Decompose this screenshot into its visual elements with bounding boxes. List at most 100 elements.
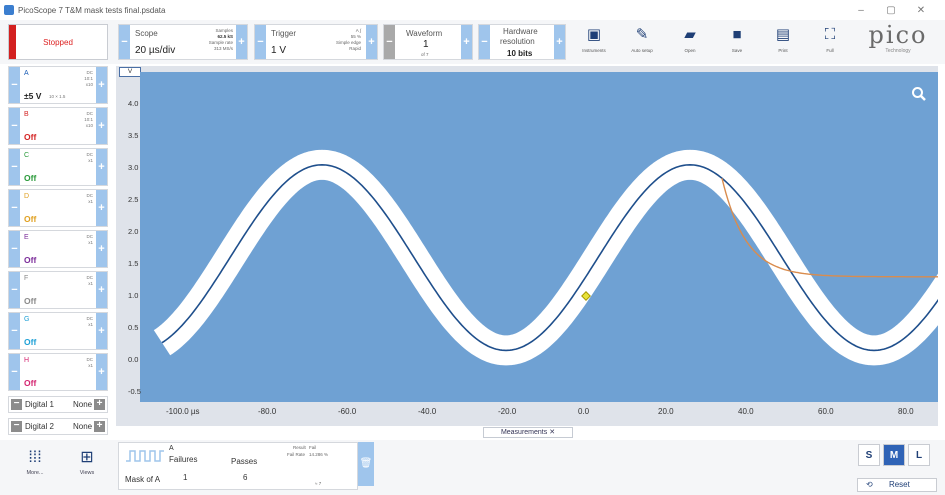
channel-g-decrease-button[interactable]: − xyxy=(9,313,20,349)
channel-h-decrease-button[interactable]: − xyxy=(9,354,20,390)
run-stop-button[interactable]: Stopped xyxy=(8,24,108,60)
channel-a-decrease-button[interactable]: − xyxy=(9,67,20,103)
channel-b-decrease-button[interactable]: − xyxy=(9,108,20,144)
close-button[interactable]: ✕ xyxy=(916,4,926,16)
channel-range[interactable]: ±5 V xyxy=(24,91,42,101)
print-label: Print xyxy=(778,48,788,53)
trigger-type: Simple edge xyxy=(335,40,361,45)
channel-a-increase-button[interactable]: + xyxy=(96,67,107,103)
timebase-value[interactable]: 20 µs/div xyxy=(135,45,176,56)
size-large-button[interactable]: L xyxy=(908,444,930,466)
digital-1-decrease-button[interactable]: − xyxy=(11,399,22,410)
fullscreen-icon: ⛶ xyxy=(824,26,836,43)
digital-2-decrease-button[interactable]: − xyxy=(11,421,22,432)
instruments-button[interactable]: ▣ Instruments xyxy=(574,24,614,60)
passes-label: Passes xyxy=(231,457,258,466)
save-button[interactable]: ■ Save xyxy=(717,24,757,60)
scope-increase-button[interactable]: + xyxy=(236,25,247,59)
instruments-icon: ▣ xyxy=(586,26,602,43)
save-label: Save xyxy=(731,48,743,53)
size-small-button[interactable]: S xyxy=(858,444,880,466)
pico-logo: pico Technology xyxy=(858,22,938,62)
fail-rate-label: Fail Rate xyxy=(287,452,306,457)
reset-button[interactable]: ⟲ Reset xyxy=(857,478,937,492)
channel-h-panel[interactable]: − H DC x1 Off + xyxy=(8,353,108,391)
delete-measurement-button[interactable]: 🗑 xyxy=(358,442,374,486)
trigger-edge-icon: ∫ xyxy=(359,28,361,33)
y-axis-unit[interactable]: V xyxy=(119,67,141,77)
mask-measurement-panel[interactable]: A Failures Passes Mask of A 1 6 Result F… xyxy=(118,442,358,490)
channel-range[interactable]: Off xyxy=(24,214,37,224)
waveform-next-button[interactable]: + xyxy=(461,25,472,59)
channel-g-panel[interactable]: − G DC x1 Off + xyxy=(8,312,108,350)
coupling-line: x10 xyxy=(85,123,93,128)
minimize-button[interactable]: – xyxy=(858,4,864,16)
channel-f-increase-button[interactable]: + xyxy=(96,272,107,308)
trigger-increase-button[interactable]: + xyxy=(366,25,377,59)
reset-icon: ⟲ xyxy=(866,480,873,489)
channel-e-increase-button[interactable]: + xyxy=(96,231,107,267)
restore-button[interactable]: ▢ xyxy=(886,4,896,16)
channel-d-decrease-button[interactable]: − xyxy=(9,190,20,226)
channel-h-increase-button[interactable]: + xyxy=(96,354,107,390)
measurements-tab[interactable]: Measurements ✕ xyxy=(483,427,573,438)
measurements-close-icon[interactable]: ✕ xyxy=(549,429,556,436)
channel-e-panel[interactable]: − E DC x1 Off + xyxy=(8,230,108,268)
channel-d-panel[interactable]: − D DC x1 Off + xyxy=(8,189,108,227)
more-button[interactable]: ⁞⁞⁞ More... xyxy=(12,446,58,490)
x-tick-label: -80.0 xyxy=(258,407,277,416)
trigger-decrease-button[interactable]: − xyxy=(255,25,266,59)
mask-waveform-icon xyxy=(126,450,164,462)
channel-name: G xyxy=(24,316,30,323)
channel-c-decrease-button[interactable]: − xyxy=(9,149,20,185)
samples-value: 62.5 kS xyxy=(217,34,233,39)
channel-a-panel[interactable]: − A DC 10:1 x10 ±5 V 10 × 1.5 + xyxy=(8,66,108,104)
views-button[interactable]: ⊞ Views xyxy=(64,446,110,490)
channel-e-decrease-button[interactable]: − xyxy=(9,231,20,267)
channel-coupling: DC 10:1 x10 xyxy=(84,111,93,129)
coupling-line: DC xyxy=(86,275,94,280)
mask-band xyxy=(149,149,945,366)
channel-f-decrease-button[interactable]: − xyxy=(9,272,20,308)
channel-range[interactable]: Off xyxy=(24,378,37,388)
x-tick-label: -60.0 xyxy=(338,407,357,416)
open-button[interactable]: ▰ Open xyxy=(670,24,710,60)
trigger-level[interactable]: 1 V xyxy=(271,45,287,56)
channel-coupling: DC x1 xyxy=(87,152,94,164)
channel-g-increase-button[interactable]: + xyxy=(96,313,107,349)
scope-label: Scope xyxy=(135,29,158,38)
digital-2-increase-button[interactable]: + xyxy=(94,421,105,432)
scope-decrease-button[interactable]: − xyxy=(119,25,130,59)
channel-b-increase-button[interactable]: + xyxy=(96,108,107,144)
channel-range[interactable]: Off xyxy=(24,337,37,347)
waveform-group: − Waveform 1 of 7 + xyxy=(383,24,473,60)
resolution-decrease-button[interactable]: − xyxy=(479,25,490,59)
size-medium-button[interactable]: M xyxy=(883,444,905,466)
channel-c-increase-button[interactable]: + xyxy=(96,149,107,185)
channel-range[interactable]: Off xyxy=(24,173,37,183)
digital-2-panel[interactable]: − Digital 2 None + xyxy=(8,418,108,435)
channel-c-panel[interactable]: − C DC x1 Off + xyxy=(8,148,108,186)
channel-b-panel[interactable]: − B DC 10:1 x10 Off + xyxy=(8,107,108,145)
digital-1-increase-button[interactable]: + xyxy=(94,399,105,410)
channel-range[interactable]: Off xyxy=(24,132,37,142)
channel-range[interactable]: Off xyxy=(24,296,37,306)
digital-1-panel[interactable]: − Digital 1 None + xyxy=(8,396,108,413)
plot-area[interactable] xyxy=(140,72,945,402)
channel-range[interactable]: Off xyxy=(24,255,37,265)
mask-extra-value: ≈ 7 xyxy=(315,481,322,486)
y-tick-label: 3.5 xyxy=(128,131,139,140)
zoom-icon[interactable] xyxy=(911,86,931,106)
coupling-line: x1 xyxy=(88,240,93,245)
channel-f-panel[interactable]: − F DC x1 Off + xyxy=(8,271,108,309)
full-screen-button[interactable]: ⛶ Full xyxy=(810,24,850,60)
print-button[interactable]: ▤ Print xyxy=(763,24,803,60)
auto-setup-button[interactable]: ✎ Auto setup xyxy=(622,24,662,60)
resolution-increase-button[interactable]: + xyxy=(554,25,565,59)
trigger-marker[interactable] xyxy=(581,291,591,301)
passes-count: 6 xyxy=(243,473,248,482)
channel-coupling: DC x1 xyxy=(87,316,94,328)
channel-d-increase-button[interactable]: + xyxy=(96,190,107,226)
waveform-previous-button[interactable]: − xyxy=(384,25,395,59)
coupling-line: DC xyxy=(86,152,94,157)
